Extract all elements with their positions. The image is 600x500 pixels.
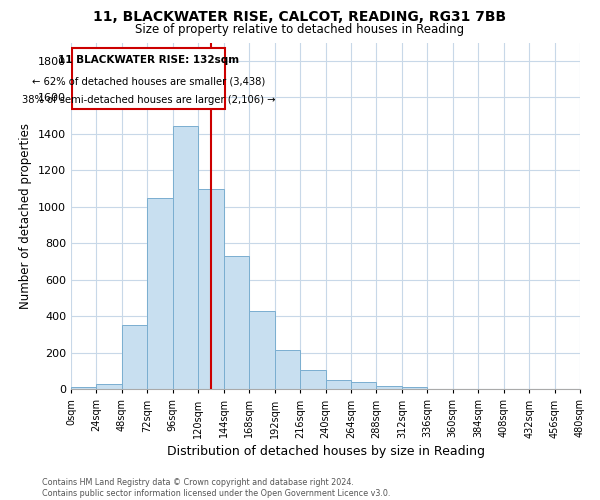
Bar <box>275 350 300 390</box>
Text: 11 BLACKWATER RISE: 132sqm: 11 BLACKWATER RISE: 132sqm <box>58 56 239 66</box>
Y-axis label: Number of detached properties: Number of detached properties <box>19 123 32 309</box>
Text: Size of property relative to detached houses in Reading: Size of property relative to detached ho… <box>136 22 464 36</box>
Bar <box>376 386 402 390</box>
Bar <box>71 388 97 390</box>
X-axis label: Distribution of detached houses by size in Reading: Distribution of detached houses by size … <box>167 444 485 458</box>
Bar <box>402 388 427 390</box>
Bar <box>198 188 224 390</box>
Bar <box>122 326 148 390</box>
Text: 38% of semi-detached houses are larger (2,106) →: 38% of semi-detached houses are larger (… <box>22 94 275 104</box>
Bar <box>326 380 351 390</box>
Bar <box>173 126 198 390</box>
Bar <box>224 256 249 390</box>
Bar <box>300 370 326 390</box>
Bar <box>351 382 376 390</box>
Text: Contains HM Land Registry data © Crown copyright and database right 2024.: Contains HM Land Registry data © Crown c… <box>42 478 354 487</box>
Bar <box>97 384 122 390</box>
Bar <box>249 311 275 390</box>
Text: Contains public sector information licensed under the Open Government Licence v3: Contains public sector information licen… <box>42 488 391 498</box>
FancyBboxPatch shape <box>72 48 225 109</box>
Text: 11, BLACKWATER RISE, CALCOT, READING, RG31 7BB: 11, BLACKWATER RISE, CALCOT, READING, RG… <box>94 10 506 24</box>
Bar <box>148 198 173 390</box>
Text: ← 62% of detached houses are smaller (3,438): ← 62% of detached houses are smaller (3,… <box>32 76 265 86</box>
